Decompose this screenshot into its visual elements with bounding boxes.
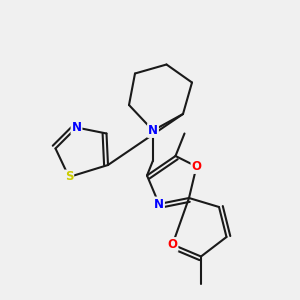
Text: N: N xyxy=(71,121,82,134)
Text: O: O xyxy=(167,238,178,251)
Text: S: S xyxy=(65,170,73,184)
Text: N: N xyxy=(148,124,158,137)
Text: N: N xyxy=(154,197,164,211)
Text: O: O xyxy=(191,160,202,173)
